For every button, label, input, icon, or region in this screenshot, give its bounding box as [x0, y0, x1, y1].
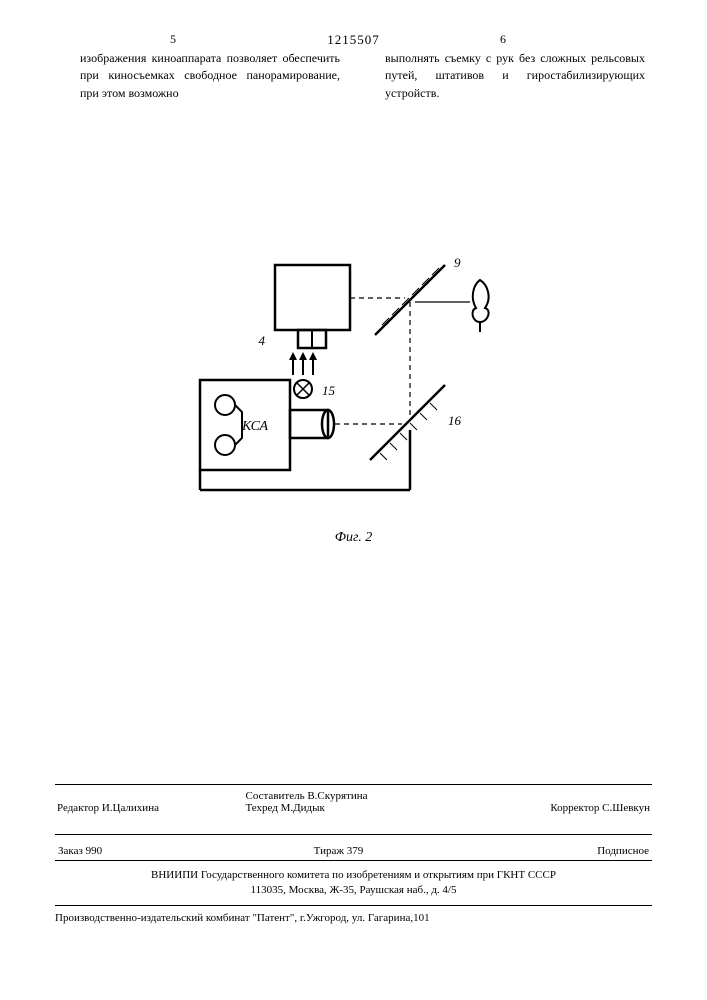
- element-15: 15: [289, 352, 336, 398]
- svg-text:15: 15: [322, 383, 336, 398]
- mirror-9: 9: [375, 255, 461, 335]
- column-left-text: изображения киноаппарата позволяет обесп…: [80, 50, 340, 102]
- element-4: 4: [259, 265, 351, 348]
- order-line: Заказ 990 Тираж 379 Подписное: [55, 842, 652, 860]
- figure-2: КСА 15: [180, 230, 510, 530]
- mirror-16: 16: [370, 385, 462, 460]
- divider-3: [55, 860, 652, 861]
- divider-4: [55, 905, 652, 906]
- svg-text:КСА: КСА: [241, 419, 268, 434]
- column-right-text: выполнять съемку с рук без сложных рельс…: [385, 50, 645, 102]
- ksa-box: КСА: [200, 380, 290, 470]
- lens-barrel: [290, 410, 334, 438]
- figure-caption: Фиг. 2: [0, 530, 707, 546]
- page-number-right: 6: [500, 32, 506, 47]
- credits-block: Составитель В.Скурятина Редактор И.Цалих…: [55, 790, 652, 814]
- divider-1: [55, 784, 652, 785]
- svg-text:9: 9: [454, 255, 461, 270]
- tree-icon: [473, 280, 489, 332]
- document-number: 1215507: [0, 32, 707, 48]
- divider-2: [55, 834, 652, 835]
- svg-text:4: 4: [259, 333, 266, 348]
- svg-text:16: 16: [448, 413, 462, 428]
- optical-rays: [335, 298, 470, 424]
- publisher-line: Производственно-издательский комбинат "П…: [55, 912, 652, 924]
- org-block: ВНИИПИ Государственного комитета по изоб…: [55, 868, 652, 899]
